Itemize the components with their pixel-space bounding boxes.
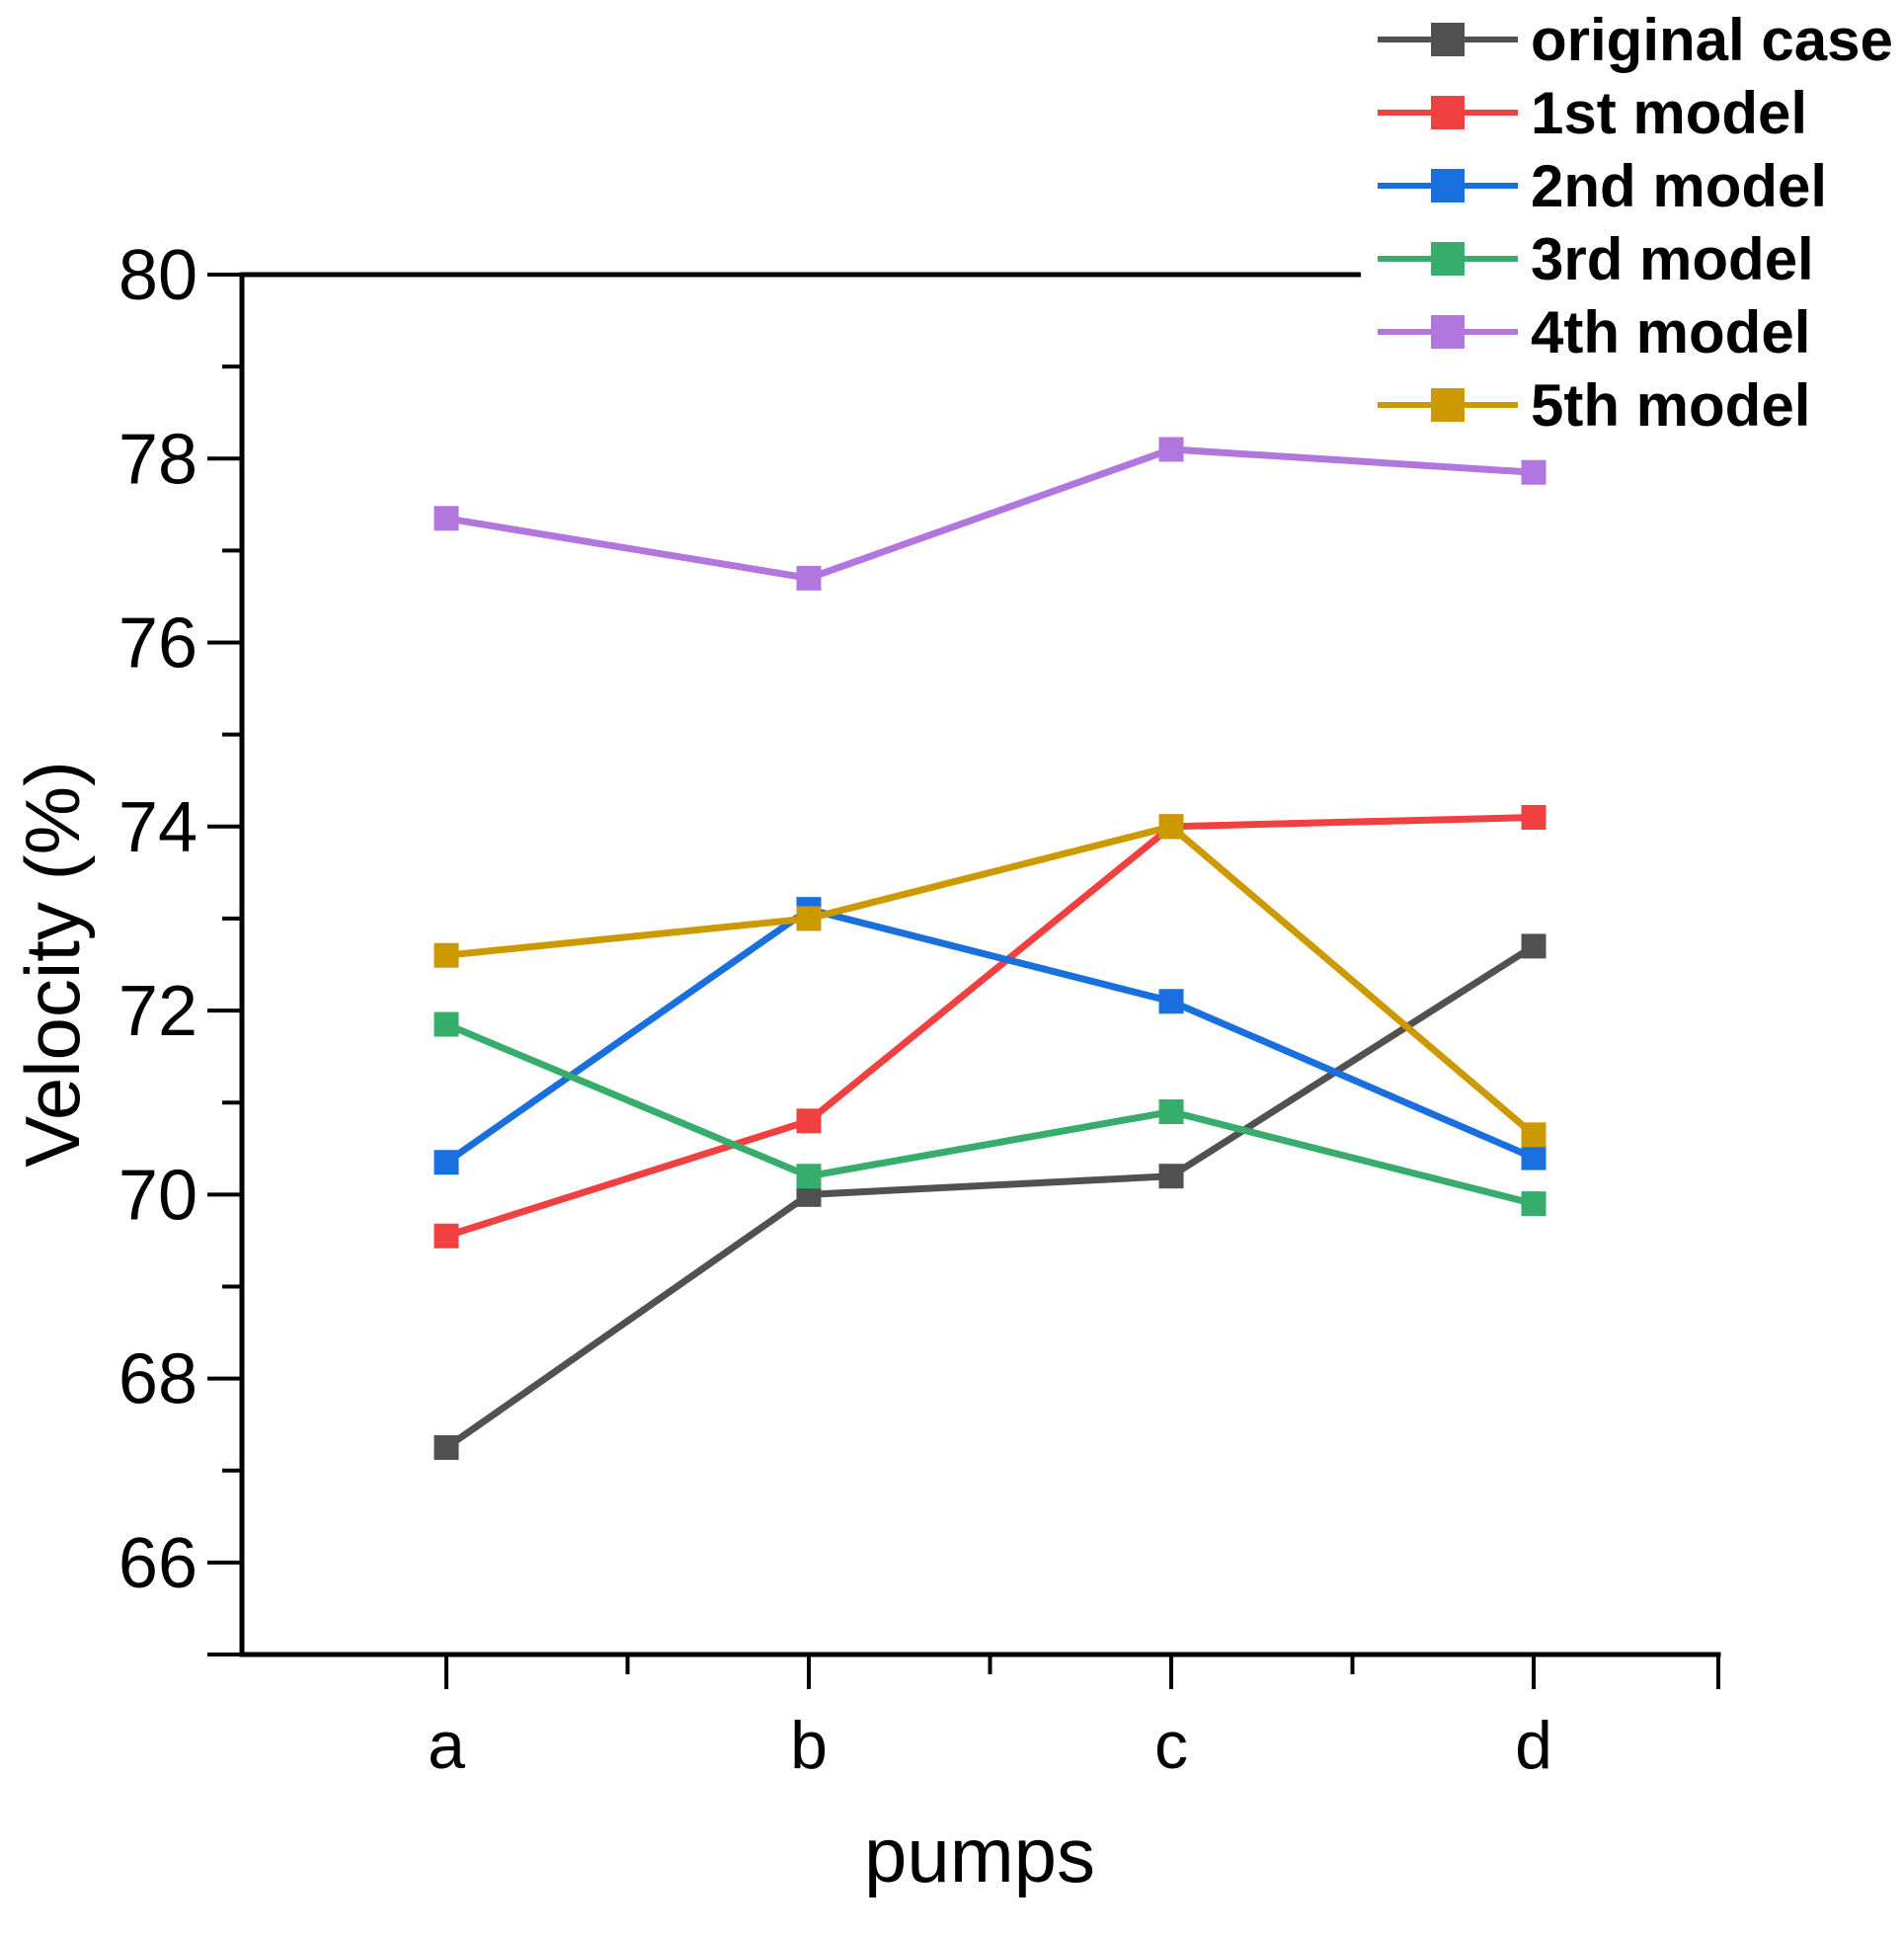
y-tick-label: 78 <box>119 420 198 499</box>
series-marker-5th-model <box>434 942 459 968</box>
series-marker-3rd-model <box>434 1011 459 1037</box>
series-line-4th-model <box>445 445 1535 582</box>
series-marker-2nd-model <box>1521 1145 1547 1171</box>
series-marker-3rd-model <box>796 1164 822 1189</box>
legend-marker-swatch <box>1431 96 1465 129</box>
series-marker-original-case <box>434 1434 459 1460</box>
series-line-original-case <box>443 942 1536 1451</box>
series-marker-1st-model <box>1521 804 1547 830</box>
x-tick-label: b <box>790 1708 828 1783</box>
legend-item-original-case: original case <box>1378 7 1893 73</box>
legend-background <box>1361 5 1899 442</box>
series-marker-4th-model <box>796 565 822 591</box>
series-marker-3rd-model <box>1521 1191 1547 1217</box>
x-tick-label: a <box>428 1708 465 1783</box>
y-tick-label: 66 <box>119 1524 198 1603</box>
legend: original case 1st model 2nd model 3rd model… <box>1361 5 1899 442</box>
legend-label: original case <box>1531 7 1893 73</box>
legend-label: 3rd model <box>1531 226 1814 292</box>
series-marker-5th-model <box>1158 814 1184 840</box>
x-tick-label: c <box>1154 1708 1188 1783</box>
series-marker-1st-model <box>796 1108 822 1134</box>
legend-label: 2nd model <box>1531 153 1827 219</box>
plot-area: 66 68 70 72 74 76 78 80 a b c d original case 1st mod… <box>119 5 1899 1783</box>
y-tick-label: 74 <box>119 788 198 867</box>
legend-item-4th-model: 4th model <box>1378 299 1810 365</box>
legend-marker-swatch <box>1431 23 1465 56</box>
series-marker-5th-model <box>796 906 822 931</box>
series-marker-original-case <box>1521 933 1547 959</box>
legend-item-3rd-model: 3rd model <box>1378 226 1814 292</box>
series-line-3rd-model <box>444 1020 1535 1208</box>
series-marker-2nd-model <box>434 1150 459 1175</box>
legend-label: 4th model <box>1531 299 1810 365</box>
legend-item-1st-model: 1st model <box>1378 80 1807 146</box>
y-axis-title: Velocity (%) <box>9 761 96 1168</box>
y-tick-label: 68 <box>119 1340 198 1419</box>
series-line-5th-model <box>445 822 1537 1138</box>
y-tick-label: 72 <box>119 972 198 1051</box>
legend-marker-swatch <box>1431 242 1465 276</box>
x-axis-title: pumps <box>864 1812 1095 1898</box>
series-marker-3rd-model <box>1158 1099 1184 1125</box>
y-tick-label: 76 <box>119 605 198 684</box>
series-marker-5th-model <box>1521 1122 1547 1148</box>
legend-item-2nd-model: 2nd model <box>1378 153 1827 219</box>
series-line-1st-model <box>444 813 1535 1240</box>
legend-label: 5th model <box>1531 372 1810 439</box>
series-marker-original-case <box>1158 1164 1184 1189</box>
y-tick-label: 70 <box>119 1156 198 1235</box>
legend-label: 1st model <box>1531 80 1807 146</box>
series-marker-4th-model <box>1521 459 1547 485</box>
legend-marker-swatch <box>1431 388 1465 422</box>
legend-item-5th-model: 5th model <box>1378 372 1810 439</box>
series-line-2nd-model <box>443 905 1536 1166</box>
x-tick-label: d <box>1515 1708 1552 1783</box>
y-tick-label: 80 <box>119 236 198 315</box>
series-marker-4th-model <box>1158 437 1184 462</box>
series-marker-1st-model <box>434 1223 459 1249</box>
series-marker-2nd-model <box>1158 989 1184 1014</box>
legend-marker-swatch <box>1431 315 1465 349</box>
legend-marker-swatch <box>1431 169 1465 202</box>
series-marker-4th-model <box>434 506 459 531</box>
